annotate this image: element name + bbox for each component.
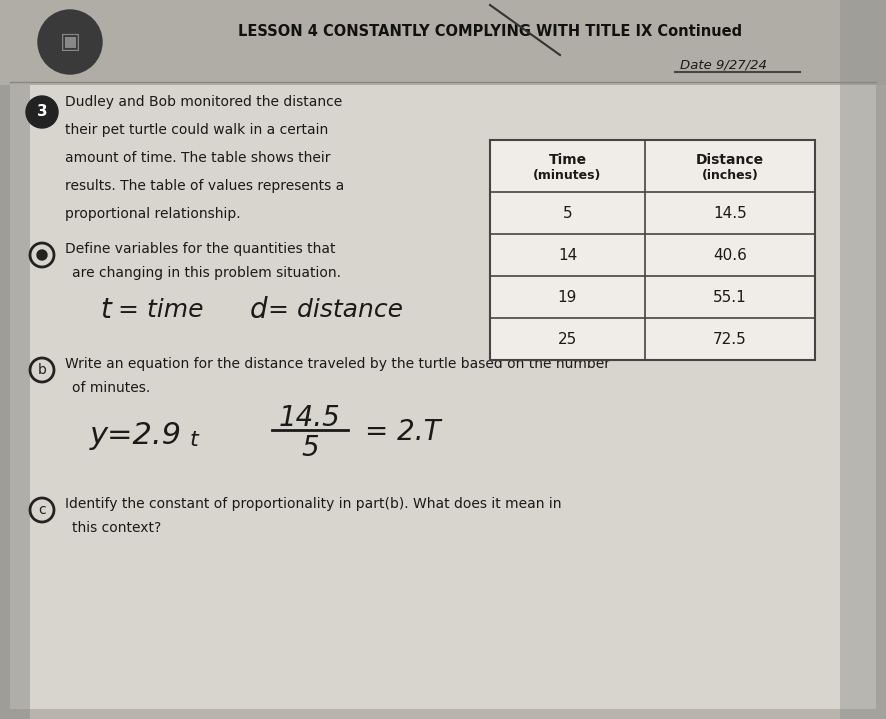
Text: 14: 14 (558, 247, 577, 262)
Text: Define variables for the quantities that: Define variables for the quantities that (65, 242, 336, 256)
Text: 55.1: 55.1 (713, 290, 747, 305)
Text: Dudley and Bob monitored the distance: Dudley and Bob monitored the distance (65, 95, 342, 109)
Text: t: t (100, 296, 111, 324)
Circle shape (26, 96, 58, 128)
Text: t: t (190, 430, 198, 450)
Text: = time: = time (118, 298, 204, 322)
Text: Time: Time (548, 153, 587, 167)
Text: 5: 5 (563, 206, 572, 221)
Text: Date 9/27/24: Date 9/27/24 (680, 58, 767, 71)
Text: = distance: = distance (268, 298, 403, 322)
Text: 40.6: 40.6 (713, 247, 747, 262)
Text: (inches): (inches) (702, 170, 758, 183)
FancyBboxPatch shape (10, 10, 876, 709)
Text: amount of time. The table shows their: amount of time. The table shows their (65, 151, 330, 165)
Text: 19: 19 (558, 290, 577, 305)
Text: 14.5: 14.5 (713, 206, 747, 221)
Text: 72.5: 72.5 (713, 331, 747, 347)
Text: 14.5: 14.5 (279, 404, 341, 432)
Text: c: c (38, 503, 46, 517)
Text: y=2.9: y=2.9 (90, 421, 182, 449)
Text: ▣: ▣ (59, 32, 81, 52)
FancyBboxPatch shape (490, 140, 815, 360)
Text: this context?: this context? (72, 521, 161, 535)
Text: d: d (250, 296, 268, 324)
Circle shape (38, 10, 102, 74)
Text: of minutes.: of minutes. (72, 381, 151, 395)
Text: Write an equation for the distance traveled by the turtle based on the number: Write an equation for the distance trave… (65, 357, 610, 371)
Text: are changing in this problem situation.: are changing in this problem situation. (72, 266, 341, 280)
Text: Distance: Distance (696, 153, 764, 167)
Text: proportional relationship.: proportional relationship. (65, 207, 241, 221)
Circle shape (37, 250, 47, 260)
Text: (minutes): (minutes) (533, 170, 602, 183)
Text: b: b (37, 363, 46, 377)
Text: = 2.T: = 2.T (365, 418, 440, 446)
Text: LESSON 4 CONSTANTLY COMPLYING WITH TITLE IX Continued: LESSON 4 CONSTANTLY COMPLYING WITH TITLE… (238, 24, 742, 40)
Text: results. The table of values represents a: results. The table of values represents … (65, 179, 345, 193)
Text: their pet turtle could walk in a certain: their pet turtle could walk in a certain (65, 123, 328, 137)
Text: 5: 5 (301, 434, 319, 462)
Text: Identify the constant of proportionality in part(b). What does it mean in: Identify the constant of proportionality… (65, 497, 562, 511)
Text: 3: 3 (36, 104, 47, 119)
FancyBboxPatch shape (0, 0, 30, 719)
FancyBboxPatch shape (0, 0, 886, 85)
FancyBboxPatch shape (840, 0, 886, 719)
Text: 25: 25 (558, 331, 577, 347)
